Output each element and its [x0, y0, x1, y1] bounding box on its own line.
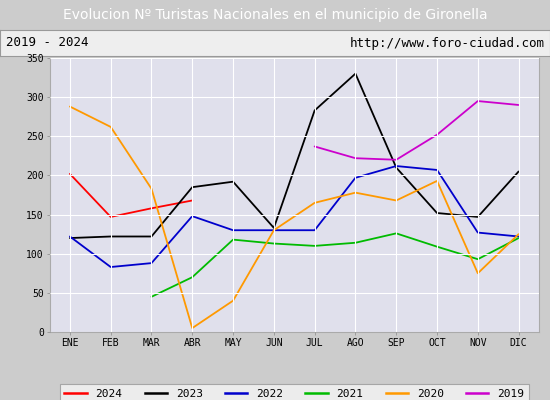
Legend: 2024, 2023, 2022, 2021, 2020, 2019: 2024, 2023, 2022, 2021, 2020, 2019 [60, 384, 529, 400]
Text: 2019 - 2024: 2019 - 2024 [6, 36, 88, 50]
Text: http://www.foro-ciudad.com: http://www.foro-ciudad.com [349, 36, 544, 50]
Text: Evolucion Nº Turistas Nacionales en el municipio de Gironella: Evolucion Nº Turistas Nacionales en el m… [63, 8, 487, 22]
